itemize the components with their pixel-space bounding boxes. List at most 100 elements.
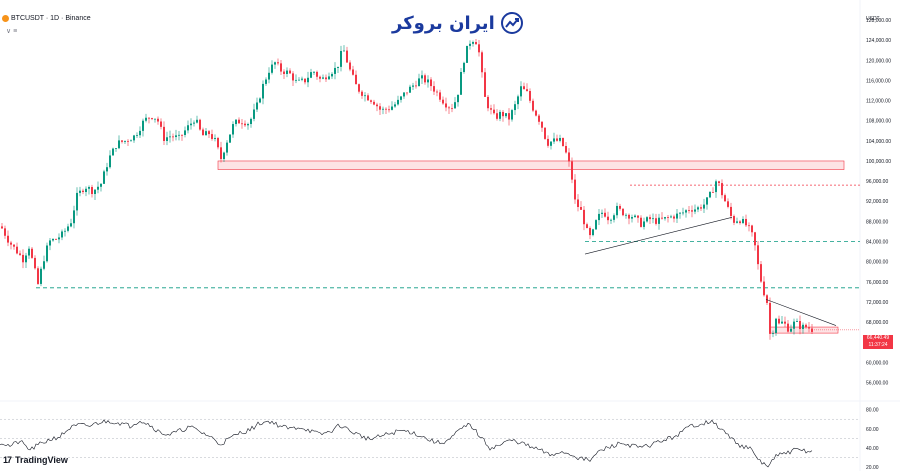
trend-up-chart-icon [500,12,523,34]
candle-body [7,235,9,243]
candle-body [433,86,435,92]
candle-body [592,229,594,236]
symbol-title: BTCUSDT · 1D · Binance [11,15,91,22]
candle-body [796,321,798,322]
candle-body [631,217,633,219]
candle-body [151,118,153,120]
candle-body [298,79,300,81]
candle-body [97,186,99,190]
candle-body [454,102,456,109]
candle-body [490,108,492,110]
candle-body [580,207,582,210]
candle-body [94,189,96,195]
candle-body [232,124,234,135]
candle-body [607,216,609,221]
candle-body [352,69,354,75]
indicator-toggle[interactable]: ∨ ≡ [6,28,18,35]
candle-body [172,136,174,138]
candle-body [19,253,21,255]
candle-body [793,321,795,329]
candle-body [712,192,714,193]
price-tick-label: 84,000.00 [866,240,888,246]
candle-body [718,181,720,184]
candle-body [64,230,66,232]
candle-body [799,321,801,330]
candle-body [331,73,333,77]
candle-body [187,125,189,131]
candle-body [478,44,480,53]
candle-body [49,240,51,246]
candle-body [262,83,264,99]
candle-body [310,72,312,78]
candle-body [772,333,774,334]
candle-body [73,210,75,224]
candle-body [373,101,375,105]
candle-body [343,50,345,52]
candle-body [667,217,669,218]
candle-body [625,214,627,216]
candle-body [4,228,6,236]
candle-body [124,140,126,142]
candle-body [82,190,84,193]
candle-body [115,148,117,149]
candle-body [121,140,123,142]
price-tick-label: 76,000.00 [866,280,888,286]
candle-body [403,92,405,97]
candle-body [484,72,486,97]
current-price-badge: 66,440.49 11:37:24 [863,335,893,349]
candle-body [754,232,756,246]
symbol-header[interactable]: BTCUSDT · 1D · Binance [2,15,91,22]
candle-body [430,79,432,87]
candle-body [31,248,33,258]
tradingview-brand[interactable]: 17 TradingView [3,455,68,465]
candle-body [748,225,750,227]
tradingview-logo-icon: 17 [3,455,12,465]
candle-body [682,212,684,214]
candle-body [595,220,597,230]
candle-body [655,218,657,224]
candle-body [322,77,324,79]
candle-body [169,136,171,138]
candle-body [571,161,573,180]
candle-body [679,212,681,214]
candle-body [535,110,537,116]
candle-body [730,206,732,217]
candle-body [112,148,114,156]
candle-body [763,281,765,296]
candle-body [541,121,543,128]
candle-body [337,66,339,68]
candle-body [745,218,747,226]
candle-body [268,72,270,80]
candle-body [664,217,666,219]
candle-body [709,192,711,198]
candle-body [52,238,54,241]
candle-body [685,210,687,213]
candle-body [556,138,558,141]
candle-body [514,104,516,111]
candle-body [715,181,717,193]
candle-body [58,237,60,240]
candle-body [751,225,753,233]
candle-body [118,140,120,149]
candle-body [481,52,483,73]
candle-body [106,167,108,172]
candle-body [46,245,48,262]
price-tick-label: 88,000.00 [866,219,888,225]
candle-body [604,212,606,217]
candle-body [28,248,30,256]
candle-body [208,131,210,135]
candle-body [70,223,72,227]
candle-body [568,152,570,162]
bitcoin-coin-icon [2,15,9,22]
candle-body [472,42,474,44]
candle-body [442,99,444,104]
candle-body [619,205,621,209]
candle-body [805,324,807,328]
candle-body [301,78,303,80]
currency-unit: USDT [866,16,880,22]
candle-body [304,78,306,83]
candle-body [289,70,291,74]
candle-body [34,257,36,269]
price-tick-label: 104,000.00 [866,139,891,145]
